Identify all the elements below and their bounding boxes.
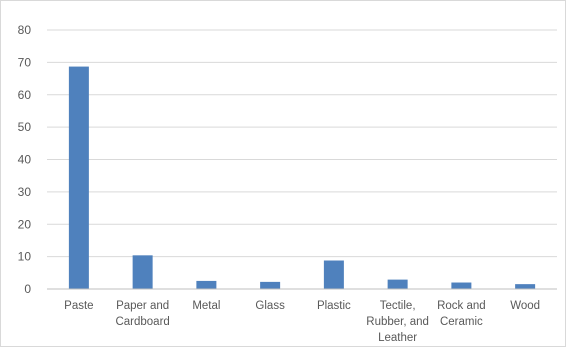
x-tick-label-line: Leather — [378, 332, 417, 344]
bar — [515, 284, 536, 289]
x-tick-label-line: Cardboard — [115, 316, 169, 328]
y-tick-label: 20 — [18, 217, 32, 231]
bars — [68, 66, 536, 289]
x-tick-label: Paste — [64, 300, 93, 312]
bar — [68, 66, 89, 289]
bar — [196, 280, 217, 289]
x-tick-label-line: Paper and — [116, 300, 169, 312]
x-tick-label-line: Wood — [510, 300, 540, 312]
x-category-labels: Paste Paper and Cardboard Metal Glass Plastic… — [64, 300, 540, 344]
x-tick-label-line: Plastic — [317, 300, 351, 312]
x-tick-label: Plastic — [317, 300, 351, 312]
x-tick-label: Tectile, Rubber, and Leather — [366, 300, 429, 344]
x-tick-label: Metal — [192, 300, 220, 312]
y-tick-label: 30 — [18, 185, 32, 199]
x-tick-label: Paper and Cardboard — [115, 300, 169, 328]
x-tick-label-line: Tectile, — [380, 300, 416, 312]
y-tick-label: 10 — [18, 250, 32, 264]
bar — [260, 281, 281, 289]
x-tick-label-line: Paste — [64, 300, 93, 312]
y-tick-label: 50 — [18, 120, 32, 134]
bar — [451, 282, 472, 289]
y-tick-label: 40 — [18, 153, 32, 167]
y-tick-label: 60 — [18, 88, 32, 102]
x-tick-label-line: Rock and — [437, 300, 486, 312]
y-tick-label: 80 — [18, 23, 32, 37]
x-tick-label-line: Ceramic — [440, 316, 483, 328]
bar — [132, 255, 153, 289]
gridlines — [47, 29, 557, 258]
x-tick-label: Wood — [510, 300, 540, 312]
bar — [387, 279, 408, 289]
y-tick-label: 0 — [24, 282, 31, 296]
x-tick-label-line: Rubber, and — [366, 316, 429, 328]
y-tick-label: 70 — [18, 55, 32, 69]
y-tick-labels: 0 10 20 30 40 50 60 70 80 — [18, 23, 32, 296]
x-tick-label-line: Metal — [192, 300, 220, 312]
x-tick-label-line: Glass — [255, 300, 285, 312]
x-tick-label: Glass — [255, 300, 285, 312]
x-tick-label: Rock and Ceramic — [437, 300, 486, 328]
bar — [323, 260, 344, 289]
